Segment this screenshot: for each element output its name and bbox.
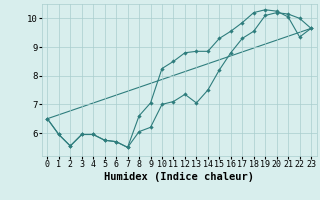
X-axis label: Humidex (Indice chaleur): Humidex (Indice chaleur) (104, 172, 254, 182)
